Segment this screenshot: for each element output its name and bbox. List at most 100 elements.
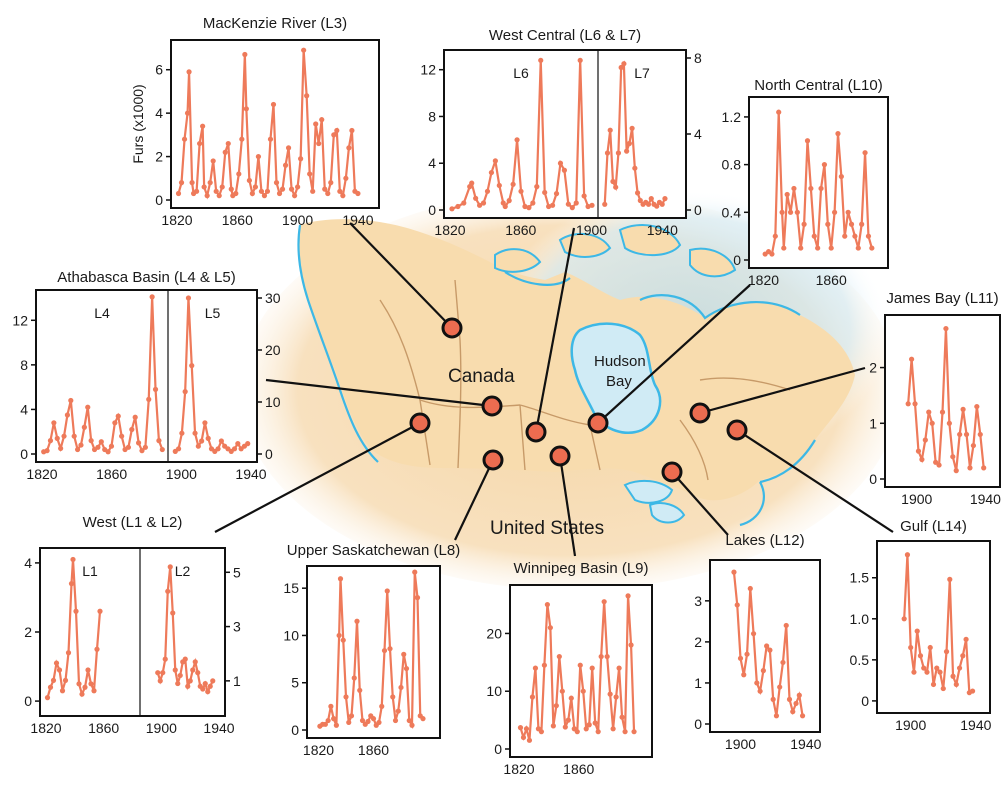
series-point-29 — [255, 153, 262, 160]
panel-label-left: L6 — [513, 65, 529, 81]
series-right-point-11 — [632, 165, 638, 171]
series-left-point-30 — [142, 444, 148, 450]
series-right-point-14 — [190, 667, 196, 673]
series-point-16 — [960, 406, 966, 412]
series-point-15 — [216, 193, 222, 199]
series-point-17 — [786, 696, 793, 702]
series-right-point-1 — [604, 150, 611, 156]
y-left-tick-label-0: 0 — [428, 202, 436, 218]
series-left-point-2 — [47, 438, 54, 444]
chart-frame — [876, 540, 991, 714]
series-point-9 — [760, 668, 766, 674]
series-left-point-6 — [61, 433, 67, 439]
series-point-14 — [213, 188, 219, 194]
series-left-point-23 — [119, 433, 125, 439]
chart-title: West Central (L6 & L7) — [489, 27, 641, 44]
y-left-tick-label-0: 0 — [24, 693, 32, 709]
series-left-point-31 — [573, 200, 579, 206]
series-left-point-3 — [51, 420, 57, 426]
series-right-point-8 — [199, 438, 205, 444]
y-left-tick-label-0: 0 — [20, 446, 28, 462]
series-right-point-9 — [177, 672, 183, 679]
series-point-8 — [197, 140, 203, 147]
series-point-34 — [619, 714, 625, 720]
series-point-19 — [970, 442, 977, 449]
series-point-19 — [963, 636, 969, 642]
series-left-point-20 — [108, 443, 115, 449]
series-right-point-19 — [654, 203, 660, 209]
x-tick-label-3: 1940 — [203, 720, 234, 736]
series-right-point-14 — [218, 438, 224, 444]
x-tick-label-2: 1900 — [146, 720, 177, 736]
y-left-tick-label-3: 12 — [420, 62, 436, 78]
series-point-14 — [947, 576, 953, 582]
y-axis-label: Furs (x1000) — [130, 84, 146, 163]
leader-line-mackenzie — [349, 222, 453, 329]
series-point-56 — [337, 188, 343, 194]
series-point-31 — [865, 233, 872, 239]
series-right-point-9 — [202, 420, 208, 426]
series-point-15 — [562, 724, 568, 730]
series-point-5 — [189, 180, 195, 186]
series-point-55 — [334, 127, 340, 134]
hudson-bay — [570, 322, 662, 434]
y-right-tick-label-0: 1 — [233, 673, 241, 689]
province-borders — [379, 279, 791, 481]
series-left-point-28 — [135, 440, 142, 446]
y-tick-label-2: 10 — [283, 627, 299, 643]
y-tick-label-0: 0 — [861, 693, 869, 709]
series-right-point-4 — [185, 295, 192, 301]
series-point-22 — [583, 726, 589, 732]
x-tick-label-0: 1820 — [30, 720, 61, 736]
series-left-point-34 — [156, 438, 162, 444]
series-left-point-25 — [125, 444, 132, 450]
y-tick-label-2: 2 — [869, 360, 877, 376]
y-left-tick-label-1: 4 — [20, 401, 28, 417]
series-left-point-32 — [149, 294, 155, 300]
series-right-point-6 — [170, 610, 176, 616]
y-tick-label-1: 0.5 — [850, 652, 870, 668]
series-point-34 — [409, 722, 415, 728]
series-left-point-33 — [152, 386, 159, 392]
series-point-24 — [589, 665, 595, 671]
series-left-point-8 — [68, 581, 75, 587]
series-point-44 — [301, 47, 307, 53]
series-point-26 — [595, 729, 601, 735]
series-point-58 — [343, 175, 349, 181]
chart-title: Athabasca Basin (L4 & L5) — [57, 269, 235, 286]
x-tick-label-1: 1940 — [960, 717, 991, 733]
series-point-5 — [747, 585, 753, 592]
series-point-5 — [917, 653, 924, 659]
series-right-point-2 — [160, 670, 166, 676]
series-point-33 — [267, 136, 274, 142]
panel-label-right: L2 — [175, 563, 191, 579]
series-point-15 — [811, 233, 817, 239]
series-point-7 — [194, 188, 200, 194]
chart-panel-3: Athabasca Basin (L4 & L5) 1820 1860 1900 194… — [12, 269, 280, 482]
series-point-0 — [731, 569, 737, 575]
series-point-6 — [333, 722, 339, 728]
series-left-point-35 — [589, 202, 595, 208]
series-point-30 — [607, 691, 613, 697]
series-right-point-12 — [634, 190, 641, 196]
great-lakes — [623, 479, 686, 524]
series-point-15 — [357, 687, 363, 693]
marker-l10 — [587, 412, 609, 434]
y-tick-label-3: 6 — [155, 62, 163, 78]
series-point-8 — [337, 576, 344, 582]
series-point-14 — [953, 468, 959, 474]
x-tick-label-1: 1860 — [816, 272, 847, 288]
series-left-point-11 — [78, 442, 84, 448]
series-right-point-4 — [613, 184, 619, 190]
x-tick-label-0: 1820 — [434, 222, 465, 238]
series-point-14 — [777, 684, 783, 690]
series-point-16 — [359, 717, 366, 724]
x-tick-label-2: 1900 — [576, 222, 607, 238]
series-left-point-5 — [59, 688, 66, 694]
series-point-14 — [354, 618, 360, 624]
series-point-23 — [239, 136, 245, 142]
series-point-36 — [625, 593, 631, 599]
series-point-8 — [927, 644, 933, 651]
series-point-30 — [398, 684, 404, 691]
marker-l12 — [661, 461, 683, 483]
